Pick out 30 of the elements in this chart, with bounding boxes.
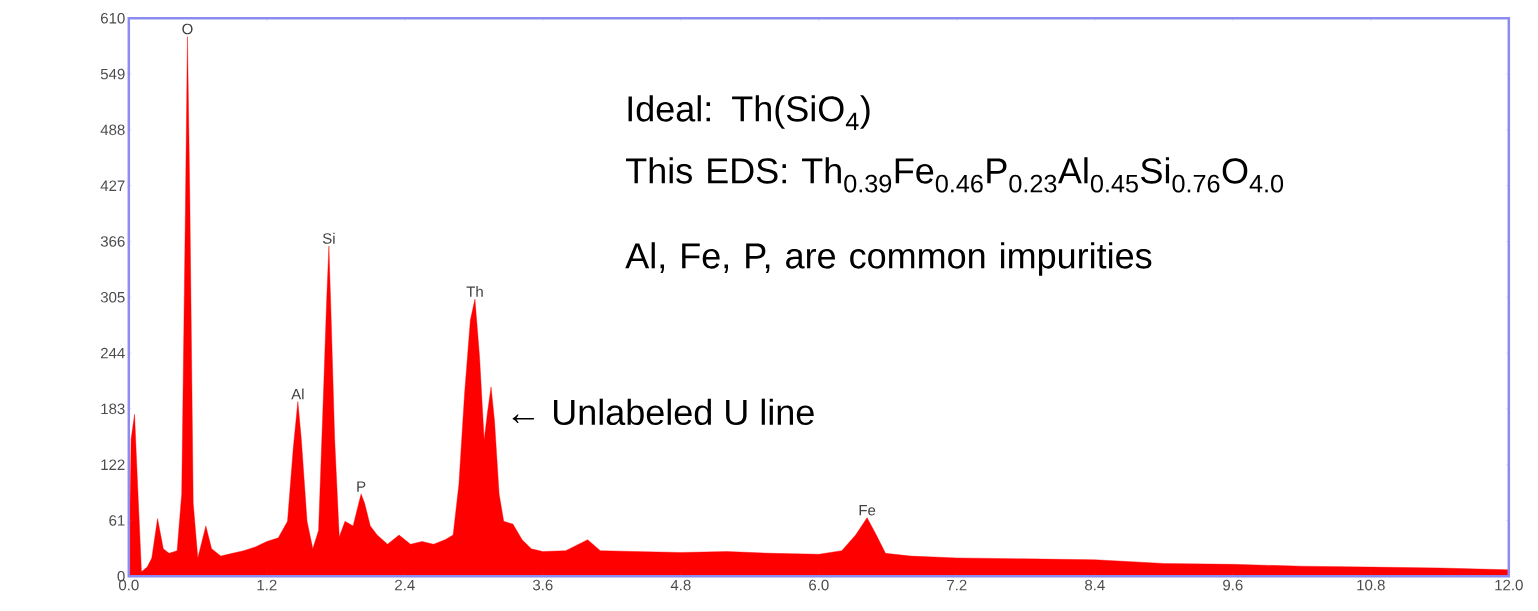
annotation: Al <box>291 388 304 400</box>
x-tick-label: 10.8 <box>1357 579 1385 591</box>
y-tick-label: 61 <box>109 515 125 526</box>
x-tick-label: 3.6 <box>532 579 553 591</box>
x-tick-label: 9.6 <box>1223 579 1243 591</box>
annotation: P <box>357 481 366 492</box>
x-tick-label: 2.4 <box>395 579 415 591</box>
y-tick-label: 183 <box>101 403 125 415</box>
annotation: Th <box>466 286 483 297</box>
x-tick-label: 1.2 <box>257 579 277 591</box>
y-tick-label: 305 <box>100 291 125 303</box>
annotation: O <box>182 23 193 35</box>
y-tick-label: 610 <box>101 12 125 24</box>
x-tick-label: 7.2 <box>947 579 967 591</box>
annotation: Si <box>322 232 335 244</box>
y-tick-label: 488 <box>100 124 125 136</box>
y-tick-label: 549 <box>100 68 125 80</box>
y-tick-label: 244 <box>101 347 125 359</box>
annotation: ← Unlabeled U line <box>512 398 814 426</box>
y-tick-label: 366 <box>100 236 125 247</box>
annotation: Al, Fe, P, are common impurities <box>625 242 1152 276</box>
x-tick-label: 8.4 <box>1085 579 1105 591</box>
annotation: Ideal: Th(SiO$_{4}$) <box>628 95 870 131</box>
text: This EDS: Th$_{0.39}$Fe$_{0.46}$P$_{0.23}$Al$_{0.45}$Si$_{0.76}$O$_{4.0}$ <box>626 157 1284 193</box>
y-tick-label: 427 <box>100 180 125 191</box>
x-tick-label: 4.8 <box>670 579 691 591</box>
x-tick-label: 12.0 <box>1495 579 1523 591</box>
y-tick-label: 122 <box>101 459 125 470</box>
x-tick-label: 6.0 <box>809 579 829 591</box>
annotation: Fe <box>859 505 876 516</box>
